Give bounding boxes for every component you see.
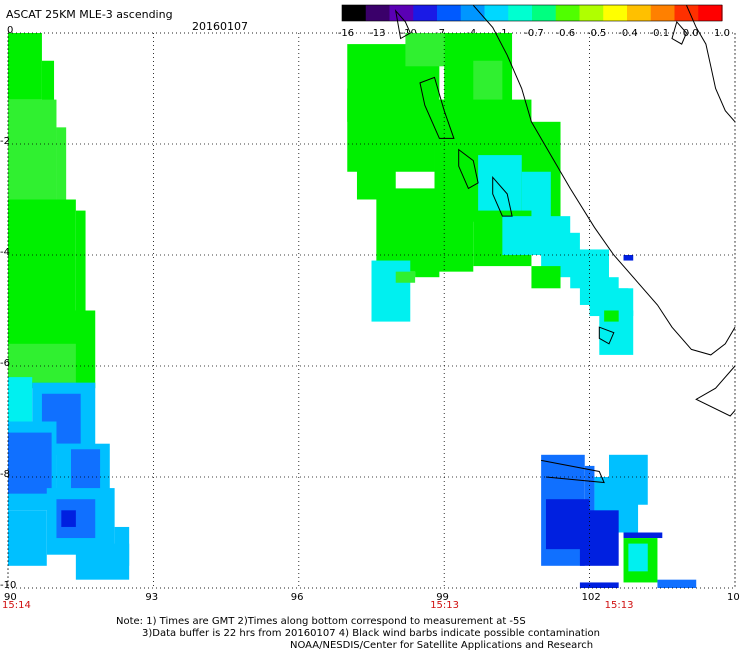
wind-cell (579, 510, 619, 566)
colorbar-segment (603, 5, 628, 21)
wind-cell (75, 543, 130, 580)
colorbar-segment (532, 5, 557, 21)
longitude-tick-label: 105 (727, 592, 740, 603)
colorbar-segment (698, 5, 723, 21)
wind-cell (8, 343, 76, 383)
wind-cell (8, 510, 47, 566)
colorbar-tick-label: -0.1 (650, 28, 670, 39)
latitude-tick-label: -8 (0, 469, 10, 480)
colorbar-tick-label: -0.5 (587, 28, 607, 39)
colorbar-segment (674, 5, 699, 21)
latitude-tick-label: -2 (0, 136, 10, 147)
island-siberut (419, 76, 455, 139)
wind-cell (415, 260, 440, 278)
wind-cell (628, 543, 648, 572)
wind-cell (618, 288, 629, 311)
note-line-3: NOAA/NESDIS/Center for Satellite Applica… (290, 640, 594, 651)
wind-cell (8, 377, 33, 422)
note-line-1: Note: 1) Times are GMT 2)Times along bot… (116, 616, 526, 627)
colorbar-tick-label: -0.4 (618, 28, 638, 39)
coastline-java (695, 365, 736, 417)
colorbar-segment (579, 5, 604, 21)
colorbar-frame (341, 4, 723, 22)
coast-fragment (541, 459, 605, 484)
latitude-tick-label: -10 (0, 580, 17, 591)
colorbar-tick-label: -16 (338, 28, 354, 39)
wind-cell (623, 532, 663, 539)
wind-cell (8, 33, 42, 100)
map-frame (7, 32, 736, 589)
map-date: 20160107 (192, 20, 248, 33)
wind-cell (8, 99, 57, 200)
wind-cell (395, 271, 416, 283)
colorbar-segment (413, 5, 438, 21)
island-lingga (671, 20, 688, 45)
map-title: ASCAT 25KM MLE-3 ascending (6, 8, 173, 21)
wind-cell (61, 510, 76, 527)
longitude-tick-label: 93 (145, 592, 159, 603)
coastline-east (686, 5, 736, 123)
wind-cell (623, 255, 634, 261)
longitude-tick-label: 102 (581, 592, 601, 603)
latitude-tick-label: 0 (7, 25, 14, 36)
colorbar-segment (389, 5, 414, 21)
wind-cell (371, 260, 411, 322)
longitude-tick-label: 90 (4, 592, 17, 603)
island-pagai (492, 175, 513, 217)
wind-cell (405, 33, 445, 67)
wind-cell (579, 582, 619, 588)
wind-cell (347, 88, 435, 172)
wind-cell (8, 432, 52, 494)
coastline-sumatra (472, 4, 736, 356)
wind-cell (8, 199, 76, 311)
wind-map (7, 4, 736, 589)
colorbar: -16-13-10-7-4-1-0.7-0.6-0.5-0.4-0.10.01.… (338, 4, 730, 39)
colorbar-segment (508, 5, 533, 21)
colorbar-tick-label: -0.6 (556, 28, 576, 39)
colorbar-tick-label: 1.0 (714, 28, 730, 39)
wind-cell (56, 127, 67, 211)
island-enggano (598, 326, 615, 345)
wind-cell (657, 579, 697, 588)
colorbar-segment (484, 5, 509, 21)
wind-cell (604, 310, 619, 322)
colorbar-segment (342, 5, 367, 21)
colorbar-segment (460, 5, 486, 21)
wind-cell (75, 210, 86, 311)
colorbar-segment (650, 5, 676, 21)
colorbar-tick-label: -13 (369, 28, 385, 39)
note-line-2: 3)Data buffer is 22 hrs from 20160107 4)… (142, 628, 600, 639)
wind-cell (531, 266, 561, 289)
latitude-tick-label: -4 (0, 247, 10, 258)
time-label: 15:14 (2, 600, 31, 611)
wind-cell (584, 465, 595, 544)
colorbar-tick-label: 0.0 (683, 28, 699, 39)
longitude-tick-label: 96 (290, 592, 304, 603)
wind-cell (71, 449, 101, 494)
time-label: 15:13 (430, 600, 460, 611)
colorbar-segment (365, 5, 391, 21)
wind-cell (376, 188, 474, 272)
colorbar-tick-label: -0.7 (524, 28, 544, 39)
island-nias (394, 9, 411, 40)
island-sipura (458, 148, 479, 190)
colorbar-segment (437, 5, 462, 21)
colorbar-segment (627, 5, 652, 21)
longitude-tick-label: 99 (436, 592, 449, 603)
latitude-tick-label: -6 (0, 358, 10, 369)
colorbar-segment (555, 5, 581, 21)
time-label: 15:13 (604, 600, 634, 611)
